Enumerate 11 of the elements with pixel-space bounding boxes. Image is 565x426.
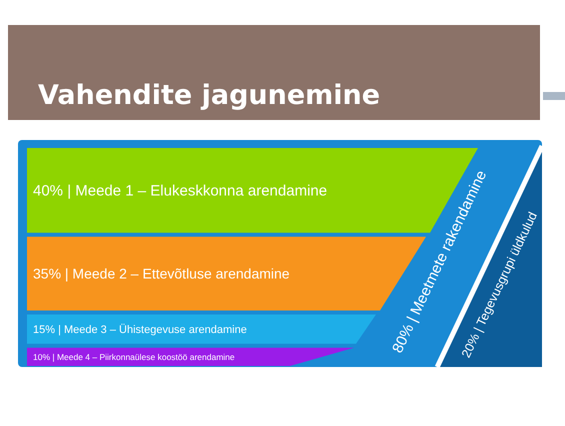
data-label: 35%	[33, 266, 62, 282]
category-label: | Meede 4 – Piirkonnaülese koostöö arendamine	[52, 352, 235, 362]
text: Vahendite jagunemine	[38, 80, 380, 111]
data-label: 80%	[389, 321, 418, 356]
data-label: 20%	[458, 331, 482, 360]
category-label: | Meede 3 – Ühistegevuse arendamine	[58, 323, 247, 336]
category-label: | Meede 2 – Ettevõtluse arendamine	[64, 266, 290, 282]
category-label: | Meede 1 – Elukeskkonna arendamine	[67, 182, 328, 200]
data-label: 15%	[33, 324, 56, 336]
data-label: 40%	[33, 182, 64, 200]
data-label: 10%	[33, 352, 50, 362]
